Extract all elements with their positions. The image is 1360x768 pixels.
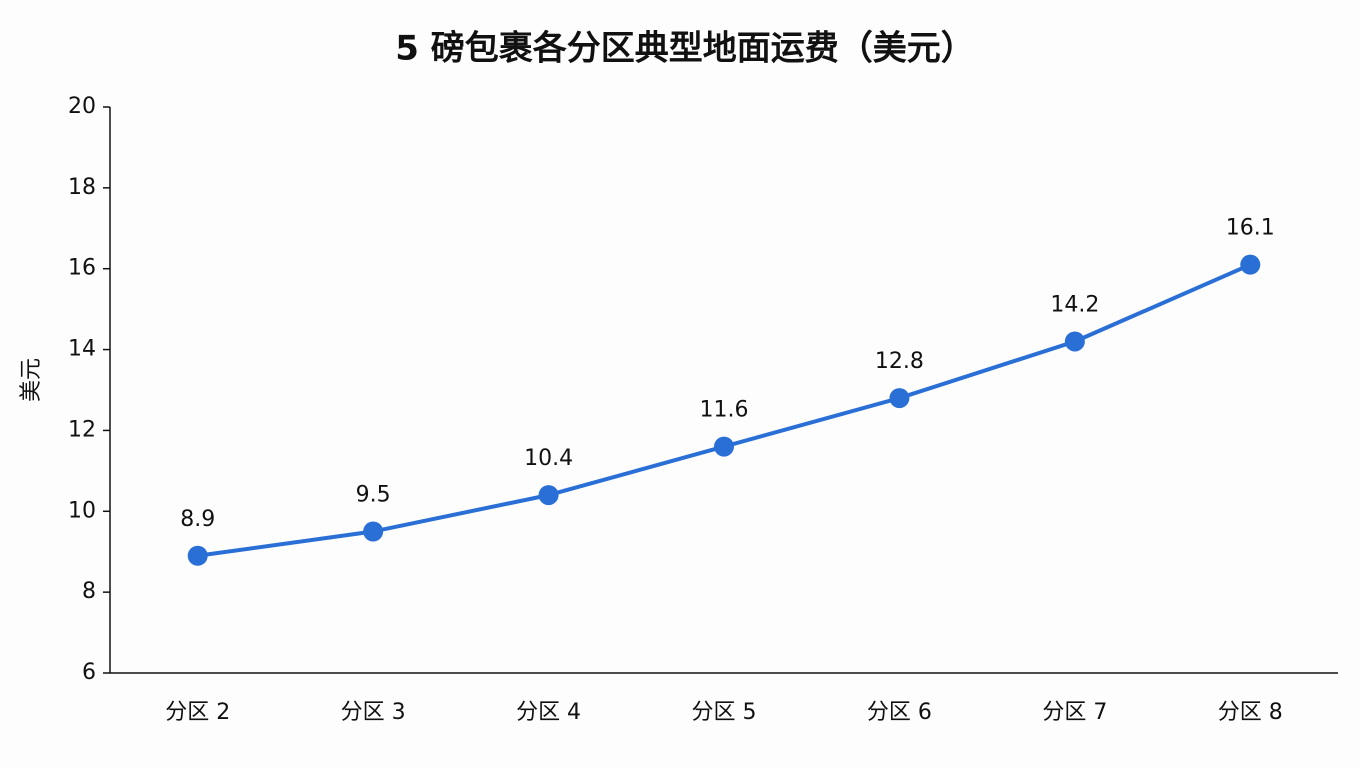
x-tick-label: 分区 6 xyxy=(867,700,932,725)
y-tick-label: 6 xyxy=(82,660,96,685)
data-label: 10.4 xyxy=(524,446,573,471)
y-tick-label: 8 xyxy=(82,579,96,604)
y-tick-label: 14 xyxy=(68,337,96,362)
data-label: 9.5 xyxy=(356,483,391,508)
data-label: 16.1 xyxy=(1226,216,1275,241)
data-label: 8.9 xyxy=(180,507,215,532)
x-tick-label: 分区 7 xyxy=(1042,700,1107,725)
chart-title: 5 磅包裹各分区典型地面运费（美元） xyxy=(395,29,975,69)
y-tick-label: 12 xyxy=(68,417,96,442)
data-label: 14.2 xyxy=(1050,292,1099,317)
x-tick-label: 分区 2 xyxy=(165,700,230,725)
x-tick-label: 分区 3 xyxy=(341,700,406,725)
data-label: 11.6 xyxy=(700,398,749,423)
data-label: 12.8 xyxy=(875,349,924,374)
data-point xyxy=(1240,254,1261,275)
x-tick-label: 分区 5 xyxy=(692,700,757,725)
y-tick-label: 18 xyxy=(68,175,96,200)
y-tick-label: 20 xyxy=(68,94,96,119)
y-tick-label: 16 xyxy=(68,256,96,281)
data-point xyxy=(187,545,208,566)
data-point xyxy=(1064,331,1085,352)
x-tick-label: 分区 8 xyxy=(1218,700,1283,725)
y-tick-label: 10 xyxy=(68,498,96,523)
x-tick-label: 分区 4 xyxy=(516,700,581,725)
data-point xyxy=(889,388,910,409)
data-point xyxy=(363,521,384,542)
data-point xyxy=(538,485,559,506)
data-point xyxy=(714,436,734,457)
y-axis-label: 美元 xyxy=(19,358,44,402)
